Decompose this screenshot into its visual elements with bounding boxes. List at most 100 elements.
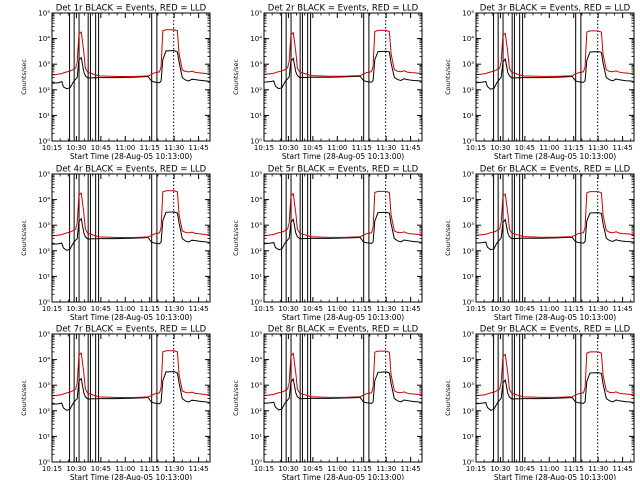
x-tick-label: 11:30	[164, 465, 184, 473]
x-tick-label: 11:00	[115, 465, 135, 473]
x-axis-label: Start Time (28-Aug-05 10:13:00)	[494, 473, 616, 480]
panel-det-8: Det 8r BLACK = Events, RED = LLD 10⁰ 10¹ 10…	[232, 325, 423, 480]
x-tick-label: 11:45	[189, 305, 209, 313]
panel-det-3: Det 3r BLACK = Events, RED = LLD 10⁰ 10¹ 10…	[444, 4, 635, 161]
x-tick-label: 11:00	[539, 144, 559, 152]
x-tick-label: 10:15	[254, 144, 274, 152]
events-series-line	[476, 372, 634, 411]
panel-title: Det 5r BLACK = Events, RED = LLD	[268, 165, 419, 175]
x-axis-label: Start Time (28-Aug-05 10:13:00)	[494, 152, 616, 161]
axes-frame	[475, 173, 635, 303]
events-series-line	[476, 51, 634, 90]
x-tick-label: 11:15	[564, 144, 584, 152]
y-tick-label: 10⁵	[462, 171, 474, 179]
panel-det-1: Det 1r BLACK = Events, RED = LLD 10⁰ 10¹ 10…	[20, 4, 211, 161]
y-tick-label: 10³	[250, 382, 262, 390]
y-tick-label: 10³	[38, 61, 50, 69]
x-axis-label: Start Time (28-Aug-05 10:13:00)	[70, 473, 192, 480]
y-axis-label: Counts/sec	[444, 380, 452, 416]
y-tick-label: 10⁰	[38, 138, 50, 146]
y-axis-label: Counts/sec	[20, 380, 28, 416]
x-tick-label: 11:45	[401, 465, 421, 473]
panel-det-9: Det 9r BLACK = Events, RED = LLD 10⁰ 10¹ 10…	[444, 325, 635, 480]
x-tick-label: 11:45	[189, 465, 209, 473]
x-tick-label: 11:45	[613, 465, 633, 473]
y-tick-label: 10¹	[250, 273, 262, 281]
y-tick-label: 10²	[462, 86, 474, 94]
x-tick-label: 11:30	[588, 305, 608, 313]
x-tick-label: 11:45	[613, 305, 633, 313]
y-tick-label: 10³	[462, 61, 474, 69]
plot-area	[264, 334, 422, 462]
axes-frame	[51, 333, 211, 463]
lld-series-line	[264, 190, 422, 238]
y-tick-label: 10⁰	[462, 299, 474, 307]
y-tick-label: 10⁰	[250, 138, 262, 146]
x-tick-label: 11:45	[401, 305, 421, 313]
y-tick-label: 10²	[250, 247, 262, 255]
x-tick-label: 10:45	[515, 305, 535, 313]
y-axis-label: Counts/sec	[232, 380, 240, 416]
x-tick-label: 11:00	[327, 305, 347, 313]
axes-frame	[51, 12, 211, 142]
x-tick-label: 11:15	[352, 465, 372, 473]
x-axis-label: Start Time (28-Aug-05 10:13:00)	[282, 313, 404, 322]
x-tick-label: 11:00	[115, 305, 135, 313]
y-axis-label: Counts/sec	[232, 59, 240, 95]
y-tick-label: 10⁵	[38, 171, 50, 179]
y-axis-label: Counts/sec	[20, 59, 28, 95]
y-tick-label: 10⁴	[38, 196, 50, 204]
y-tick-label: 10⁵	[38, 331, 50, 339]
y-tick-label: 10²	[250, 407, 262, 415]
x-tick-label: 11:30	[164, 144, 184, 152]
x-tick-label: 10:45	[515, 465, 535, 473]
x-tick-label: 11:45	[613, 144, 633, 152]
y-tick-label: 10⁵	[462, 10, 474, 18]
x-tick-label: 10:15	[42, 465, 62, 473]
y-tick-label: 10⁴	[462, 196, 474, 204]
y-tick-label: 10⁰	[38, 299, 50, 307]
y-tick-label: 10³	[38, 222, 50, 230]
x-tick-label: 10:15	[466, 305, 486, 313]
y-tick-label: 10²	[38, 247, 50, 255]
y-tick-label: 10¹	[38, 273, 50, 281]
plot-area	[52, 334, 210, 462]
x-tick-label: 11:30	[588, 465, 608, 473]
x-tick-label: 10:15	[466, 465, 486, 473]
y-tick-label: 10⁴	[38, 356, 50, 364]
x-tick-label: 11:30	[376, 305, 396, 313]
axes-frame	[475, 12, 635, 142]
x-tick-label: 11:00	[539, 465, 559, 473]
x-tick-label: 10:45	[303, 465, 323, 473]
axes-frame	[263, 333, 423, 463]
plot-area	[264, 174, 422, 302]
panel-title: Det 3r BLACK = Events, RED = LLD	[480, 4, 631, 14]
x-tick-label: 10:45	[91, 465, 111, 473]
x-tick-label: 10:15	[466, 144, 486, 152]
panel-title: Det 7r BLACK = Events, RED = LLD	[56, 325, 207, 335]
events-series-line	[52, 50, 210, 90]
x-tick-label: 10:30	[66, 144, 86, 152]
x-tick-label: 11:15	[564, 465, 584, 473]
y-tick-label: 10²	[38, 407, 50, 415]
panel-title: Det 9r BLACK = Events, RED = LLD	[480, 325, 631, 335]
x-tick-label: 11:00	[539, 305, 559, 313]
events-series-line	[264, 211, 422, 251]
y-tick-label: 10⁰	[462, 459, 474, 467]
y-tick-label: 10⁴	[462, 35, 474, 43]
x-tick-label: 11:30	[164, 305, 184, 313]
lld-series-line	[476, 351, 634, 398]
y-tick-label: 10²	[462, 407, 474, 415]
y-tick-label: 10⁰	[462, 138, 474, 146]
x-tick-label: 11:15	[352, 144, 372, 152]
lld-series-line	[264, 29, 422, 77]
events-series-line	[52, 211, 210, 251]
x-tick-label: 10:30	[490, 305, 510, 313]
x-axis-label: Start Time (28-Aug-05 10:13:00)	[494, 313, 616, 322]
y-tick-label: 10¹	[462, 273, 474, 281]
y-tick-label: 10¹	[462, 112, 474, 120]
y-tick-label: 10⁴	[250, 35, 262, 43]
x-axis-label: Start Time (28-Aug-05 10:13:00)	[70, 313, 192, 322]
y-tick-label: 10³	[250, 61, 262, 69]
